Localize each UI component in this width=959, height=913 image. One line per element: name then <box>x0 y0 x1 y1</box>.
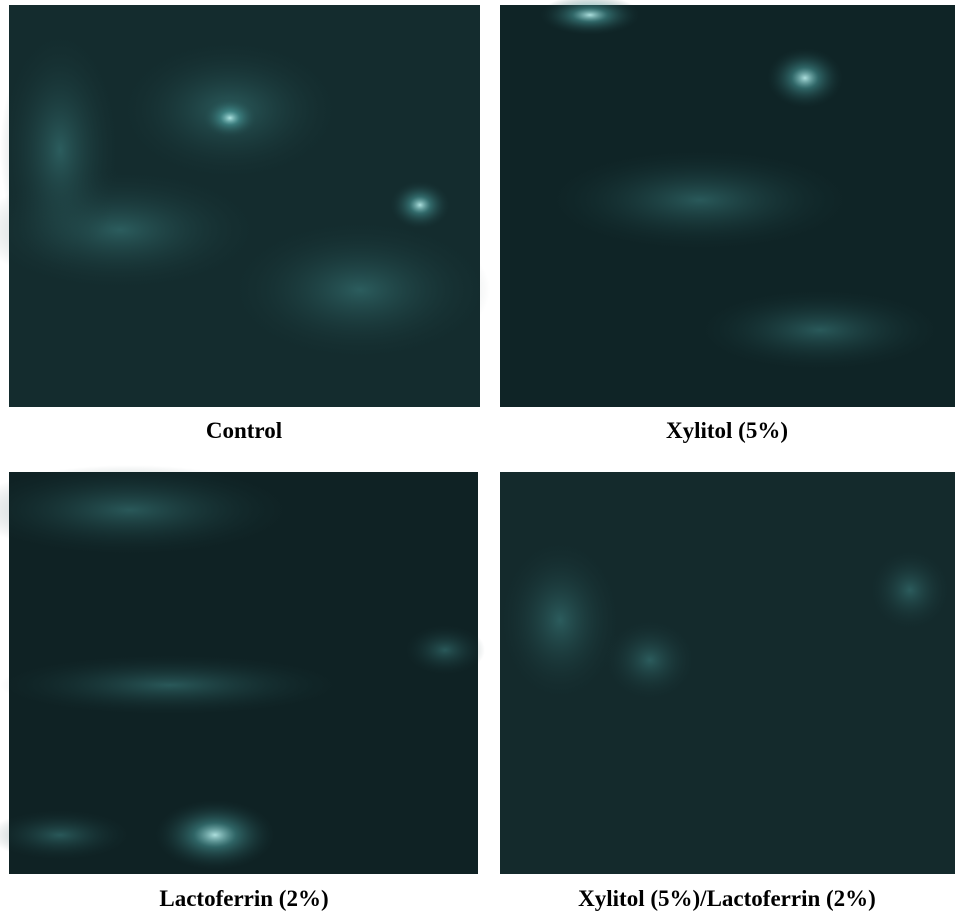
micrograph-control <box>0 5 490 407</box>
micrograph-xylitol <box>500 0 955 407</box>
panel-caption: Lactoferrin (2%) <box>159 886 328 911</box>
micrograph-lactoferrin <box>0 465 485 874</box>
panel-caption: Xylitol (5%) <box>666 418 788 443</box>
panel-caption: Xylitol (5%)/Lactoferrin (2%) <box>578 886 876 911</box>
figure: Control Xylitol (5%) Lactoferrin (2%) Xy… <box>0 0 959 913</box>
panel-caption: Control <box>206 418 282 443</box>
micrograph-combination <box>500 472 955 874</box>
